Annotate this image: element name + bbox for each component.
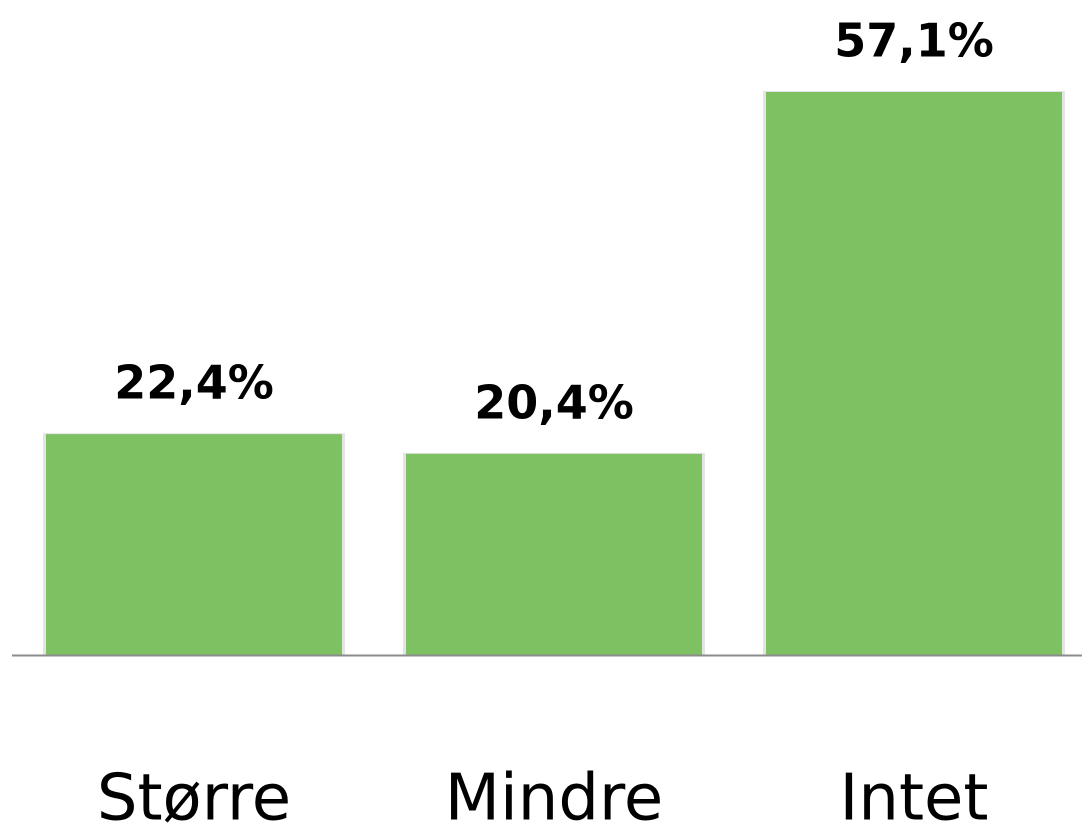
data-label: 20,4% [474, 375, 634, 429]
data-label: 22,4% [114, 356, 274, 410]
x-tick-label: Mindre [445, 762, 663, 836]
x-tick-label: Intet [840, 762, 989, 836]
x-tick-label: Større [97, 762, 291, 836]
bar [46, 434, 342, 655]
bar [766, 92, 1062, 655]
data-label: 57,1% [834, 14, 994, 68]
bar [406, 453, 702, 655]
